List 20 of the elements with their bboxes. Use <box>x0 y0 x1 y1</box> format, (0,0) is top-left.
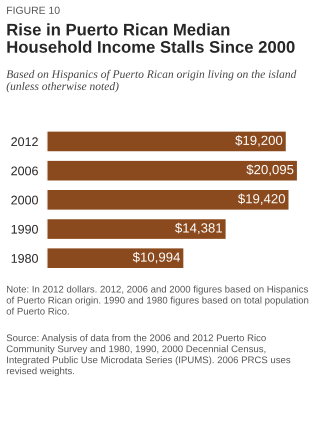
data-label: $10,994 <box>132 252 180 264</box>
y-tick-label: 2012 <box>11 137 38 146</box>
source-note: Source: Analysis of data from the 2006 and 2012 Puerto Rico Community Survey and 1980, 1990, 2000 Decennial Census, Integrated Public Use Microdata Series (IPUMS). 2006 PRCS uses revised weights. <box>6 334 290 376</box>
caption: FIGURE 10 <box>7 6 60 14</box>
bar <box>46 247 185 270</box>
y-tick-label: 2000 <box>11 196 38 205</box>
data-label: $19,200 <box>235 135 282 147</box>
data-label: $14,381 <box>175 222 222 234</box>
text: Note: In 2012 dollars. 2012, 2006 and 2000 figures based on Hispanics of Puerto Rican origin. 1990 and 1980 figures based on total population of Puerto Rico. <box>6 286 308 315</box>
bar <box>46 159 298 182</box>
bar <box>46 218 227 240</box>
chart-subtitle: Based on Hispanics of Puerto Rican origin living on the island (unless otherwise noted) <box>6 70 296 92</box>
bar <box>46 130 288 153</box>
data-label: $20,095 <box>246 164 294 176</box>
bar <box>46 188 290 212</box>
chart-title: Rise in Puerto Rican Median Household Income Stalls Since 2000 <box>7 23 295 53</box>
y-tick-label: 1990 <box>12 224 38 234</box>
y-tick-label: 1980 <box>12 254 38 263</box>
data-label: $19,420 <box>238 194 286 205</box>
y-tick-label: 2006 <box>11 166 38 176</box>
